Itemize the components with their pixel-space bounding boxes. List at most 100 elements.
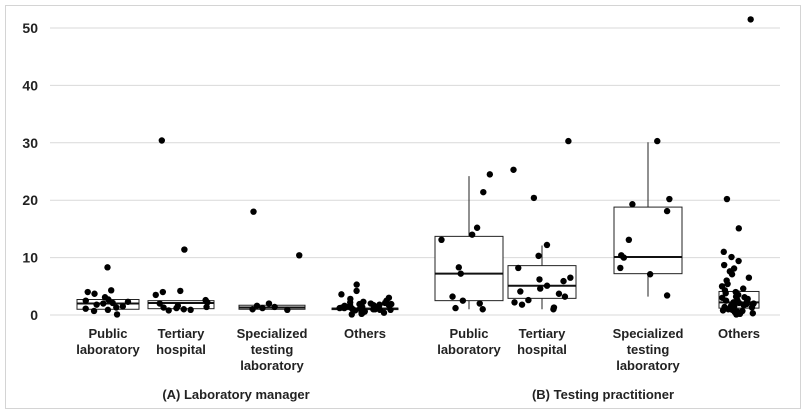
data-point <box>747 16 754 23</box>
data-point <box>271 303 278 311</box>
data-point <box>473 224 481 231</box>
category-label: laboratory <box>437 342 501 357</box>
data-point <box>663 292 671 299</box>
data-point <box>158 137 166 144</box>
box-iqr <box>613 206 683 275</box>
y-tick-label: 50 <box>22 20 38 36</box>
category-label: laboratory <box>240 358 304 373</box>
data-point <box>203 303 210 311</box>
data-point <box>515 264 522 272</box>
category-label: hospital <box>517 342 567 357</box>
y-tick-label: 20 <box>22 192 38 208</box>
data-point <box>486 171 494 178</box>
data-point <box>358 310 365 318</box>
data-point <box>336 304 343 312</box>
data-point <box>93 301 100 308</box>
data-point <box>459 297 467 304</box>
y-tick-label: 10 <box>22 250 38 266</box>
data-point <box>666 195 673 203</box>
data-point <box>177 287 184 295</box>
data-point <box>720 261 728 269</box>
data-point <box>550 306 557 313</box>
data-point <box>259 304 266 312</box>
data-point <box>156 300 163 307</box>
data-point <box>722 297 730 304</box>
data-point <box>728 271 736 278</box>
data-point <box>565 137 572 145</box>
data-point <box>536 276 543 283</box>
data-point <box>741 294 748 301</box>
data-point <box>518 301 526 308</box>
data-point <box>511 299 518 306</box>
data-point <box>249 306 256 313</box>
data-point <box>476 300 483 307</box>
data-point <box>159 288 167 296</box>
data-point <box>543 241 551 249</box>
group-label: (A) Laboratory manager <box>162 387 309 402</box>
data-point <box>457 270 464 277</box>
data-point <box>455 264 463 271</box>
category-label: Tertiary <box>519 326 566 341</box>
data-point <box>113 311 121 318</box>
data-point <box>625 236 633 244</box>
data-point <box>537 285 544 292</box>
category-label: Public <box>449 326 488 341</box>
data-point <box>733 311 740 318</box>
data-point <box>543 282 551 289</box>
data-point <box>173 304 180 312</box>
data-point <box>284 306 291 314</box>
data-point <box>510 166 517 173</box>
data-point <box>187 306 194 314</box>
data-point <box>740 302 747 309</box>
data-point <box>720 248 727 256</box>
data-point <box>723 195 731 203</box>
data-point <box>722 289 729 297</box>
category-label: Specialized <box>613 326 684 341</box>
chart-frame <box>5 5 801 409</box>
data-point <box>341 304 348 312</box>
y-tick-label: 40 <box>22 77 38 93</box>
data-point <box>338 291 345 298</box>
data-point <box>728 253 735 261</box>
data-point <box>82 305 89 312</box>
data-point <box>165 307 172 314</box>
category-label: testing <box>251 342 294 357</box>
data-point <box>480 188 487 196</box>
data-point <box>560 277 567 285</box>
data-point <box>385 302 393 309</box>
data-point <box>749 301 756 308</box>
data-point <box>113 304 120 311</box>
data-point <box>525 296 532 304</box>
data-point <box>376 306 384 314</box>
box-iqr <box>434 235 504 302</box>
category-label: testing <box>627 342 670 357</box>
data-point <box>567 274 574 281</box>
data-point <box>348 305 356 312</box>
data-point <box>180 306 188 313</box>
data-point <box>265 300 273 307</box>
data-point <box>654 137 661 145</box>
data-point <box>296 252 303 259</box>
category-label: Specialized <box>237 326 308 341</box>
data-point <box>449 293 456 300</box>
data-point <box>82 297 89 304</box>
data-point <box>735 257 742 265</box>
data-point <box>250 208 257 215</box>
data-point <box>438 236 445 244</box>
y-tick-label: 0 <box>30 307 38 323</box>
data-point <box>104 264 111 271</box>
data-point <box>620 254 628 261</box>
data-point <box>353 281 360 288</box>
data-point <box>181 246 188 253</box>
data-point <box>479 306 486 313</box>
data-point <box>152 291 159 299</box>
category-label: Others <box>718 326 760 341</box>
data-point <box>468 231 476 238</box>
data-point <box>735 299 743 307</box>
data-point <box>646 271 654 278</box>
data-point <box>370 306 377 313</box>
data-point <box>749 310 757 317</box>
data-point <box>629 201 636 208</box>
data-point <box>91 290 98 297</box>
